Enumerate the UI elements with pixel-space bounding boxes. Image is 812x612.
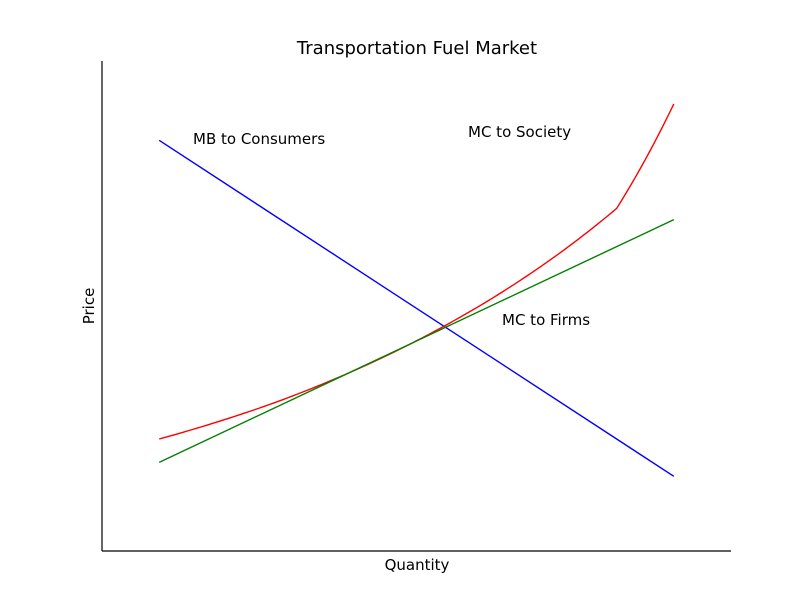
series-line-mb-to-consumers	[158, 139, 675, 477]
series-label-mc-to-society: MC to Society	[468, 123, 571, 141]
series-line-mc-to-firms	[158, 219, 675, 463]
series-layer	[158, 103, 675, 477]
x-axis-label: Quantity	[385, 556, 450, 574]
series-label-mc-to-firms: MC to Firms	[502, 311, 590, 329]
chart-title: Transportation Fuel Market	[296, 38, 537, 59]
series-label-mb-to-consumers: MB to Consumers	[193, 130, 325, 148]
y-axis-label: Price	[80, 288, 98, 325]
